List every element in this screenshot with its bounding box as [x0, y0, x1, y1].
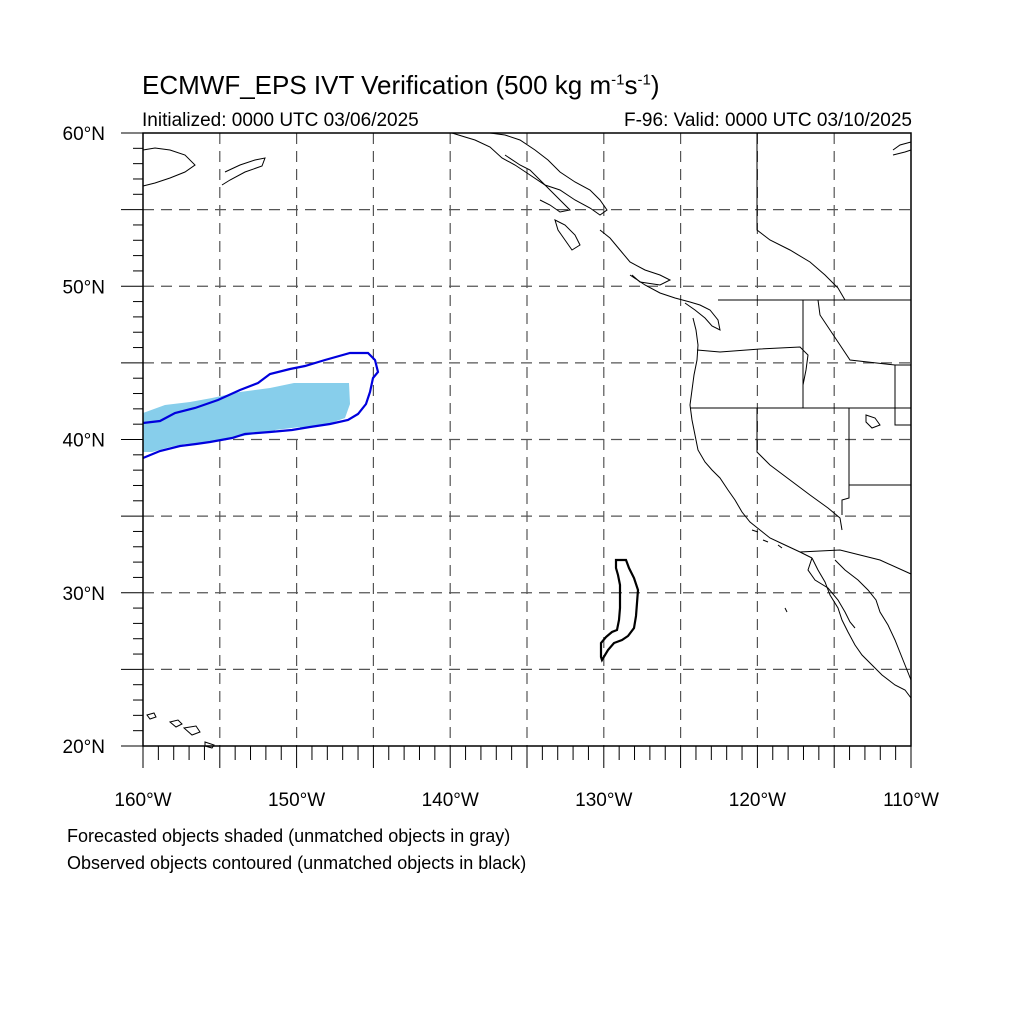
lat-label: 50°N	[63, 277, 105, 298]
axis-ticks	[121, 132, 912, 768]
forecast-object-shaded	[143, 383, 350, 452]
coastlines	[142, 132, 912, 749]
footnote-forecast: Forecasted objects shaded (unmatched obj…	[67, 826, 511, 846]
lat-label: 20°N	[63, 737, 105, 758]
lat-label: 30°N	[63, 584, 105, 605]
longitude-labels: 160°W 150°W 140°W 130°W 120°W 110°W	[114, 790, 939, 811]
map-title: ECMWF_EPS IVT Verification (500 kg m-1s-…	[142, 70, 660, 100]
lon-label: 160°W	[114, 790, 171, 811]
lon-label: 110°W	[883, 790, 939, 811]
gridlines	[143, 133, 911, 746]
lon-label: 150°W	[268, 790, 325, 811]
latitude-labels: 60°N 50°N 40°N 30°N 20°N	[63, 124, 105, 758]
footnote-observed: Observed objects contoured (unmatched ob…	[67, 853, 527, 873]
observed-object-matched-contour	[142, 351, 380, 460]
lat-label: 60°N	[63, 124, 105, 145]
lon-label: 120°W	[729, 790, 786, 811]
valid-time: F-96: Valid: 0000 UTC 03/10/2025	[624, 110, 912, 131]
observed-object-unmatched-contour	[599, 558, 640, 663]
initialized-time: Initialized: 0000 UTC 03/06/2025	[142, 110, 419, 131]
lon-label: 130°W	[575, 790, 632, 811]
lat-label: 40°N	[63, 431, 105, 452]
lon-label: 140°W	[422, 790, 479, 811]
